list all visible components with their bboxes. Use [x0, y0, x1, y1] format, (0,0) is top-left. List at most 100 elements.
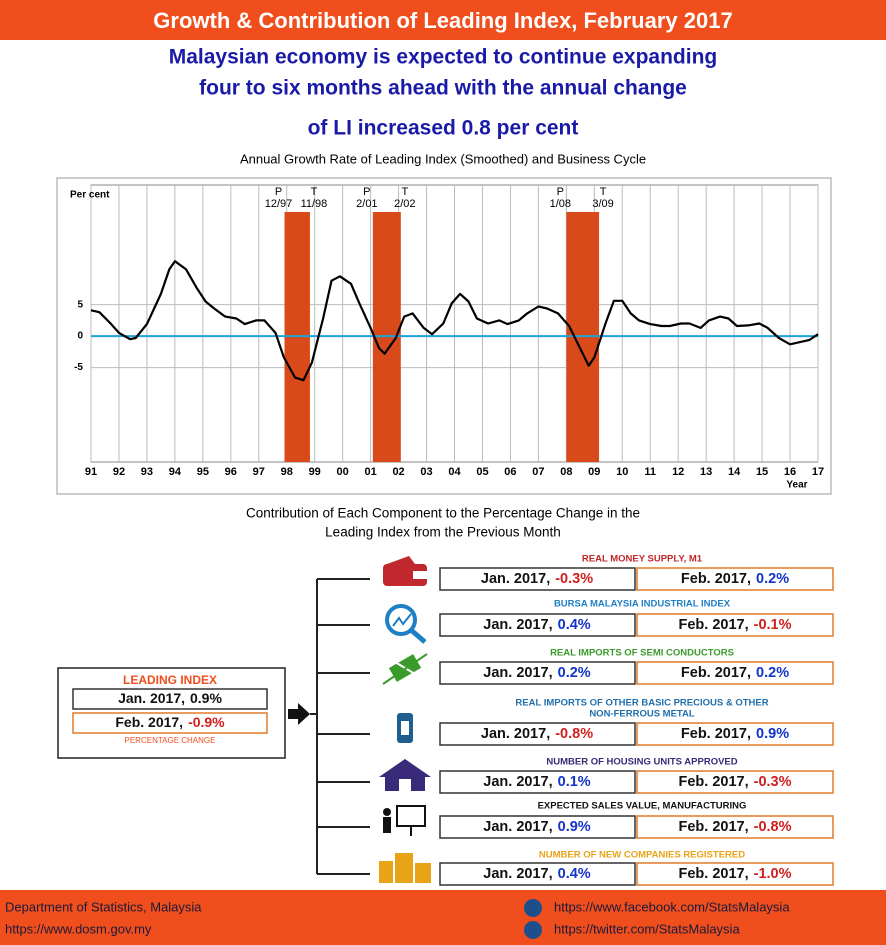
- value-text: Feb. 2017, -1.0%: [678, 866, 791, 882]
- trough-label: T: [401, 186, 408, 198]
- x-tick-label: 16: [784, 466, 796, 478]
- subtitle: four to six months ahead with the annual…: [199, 77, 687, 100]
- x-tick-label: 10: [616, 466, 628, 478]
- icon-part: [382, 653, 428, 685]
- chart-title: Annual Growth Rate of Leading Index (Smo…: [240, 151, 646, 166]
- period-value: -0.3%: [555, 571, 593, 587]
- x-tick-label: 06: [504, 466, 516, 478]
- period-value: 0.1%: [558, 774, 591, 790]
- period-label: Jan. 2017,: [483, 866, 552, 882]
- x-tick-label: 92: [113, 466, 125, 478]
- trough-label: T: [311, 186, 318, 198]
- x-tick-label: 08: [560, 466, 572, 478]
- jan-box: [439, 815, 636, 839]
- icon-part: [413, 571, 427, 579]
- x-tick-label: 03: [420, 466, 432, 478]
- x-tick-label: 15: [756, 466, 768, 478]
- arrow: [288, 703, 310, 725]
- icon-part: [409, 628, 427, 644]
- value-text: Jan. 2017, 0.9%: [118, 690, 222, 706]
- x-tick-label: 14: [728, 466, 741, 478]
- value-text: Feb. 2017, 0.2%: [681, 571, 789, 587]
- subtitle: of LI increased 0.8 per cent: [308, 117, 579, 140]
- component-name: BURSA MALAYSIA INDUSTRIAL INDEX: [554, 599, 731, 610]
- period-label: Jan. 2017,: [483, 774, 552, 790]
- period-value: -1.0%: [754, 866, 792, 882]
- x-tick-label: 05: [476, 466, 488, 478]
- data-line: [90, 260, 819, 382]
- footer-link[interactable]: https://twitter.com/StatsMalaysia: [554, 921, 740, 936]
- component-name: REAL MONEY SUPPLY, M1: [582, 554, 703, 565]
- peak-date: 1/08: [550, 198, 571, 210]
- icon-part: [392, 613, 412, 627]
- value-text: Feb. 2017, -0.8%: [678, 819, 791, 835]
- icon-part: [401, 721, 409, 735]
- period-label: Feb. 2017,: [678, 819, 748, 835]
- feb-box: [636, 567, 834, 591]
- period-value: 0.2%: [756, 571, 789, 587]
- value-text: Feb. 2017, -0.9%: [115, 714, 225, 730]
- jan-box: [439, 862, 636, 886]
- value-text: Jan. 2017, -0.3%: [481, 571, 593, 587]
- jan-box: [439, 770, 636, 794]
- x-tick-label: 13: [700, 466, 712, 478]
- period-label: Feb. 2017,: [678, 774, 748, 790]
- period-label: Jan. 2017,: [481, 726, 550, 742]
- jan-box: [439, 567, 636, 591]
- period-label: Feb. 2017,: [678, 866, 748, 882]
- icon-part: [379, 759, 431, 791]
- period-label: Jan. 2017,: [483, 819, 552, 835]
- feb-box: [636, 613, 834, 637]
- trough-label: T: [600, 186, 607, 198]
- component-name: NUMBER OF NEW COMPANIES REGISTERED: [539, 850, 745, 861]
- trough-date: 2/02: [394, 198, 415, 210]
- section-title: Contribution of Each Component to the Pe…: [246, 506, 640, 521]
- period-label: Jan. 2017,: [481, 571, 550, 587]
- component-icon: [379, 759, 431, 791]
- feb-box: [636, 722, 834, 746]
- icon-part: [399, 779, 411, 791]
- peak-label: P: [557, 186, 564, 198]
- value-text: Feb. 2017, -0.1%: [678, 617, 791, 633]
- x-tick-label: 97: [253, 466, 265, 478]
- component-icon: [379, 853, 431, 883]
- icon-part: [383, 817, 391, 833]
- period-label: Feb. 2017,: [681, 726, 751, 742]
- period-value: 0.4%: [558, 866, 591, 882]
- period-value: 0.9%: [756, 726, 789, 742]
- jan-box: [72, 688, 268, 710]
- x-tick-label: 12: [672, 466, 684, 478]
- value-text: Jan. 2017, -0.8%: [481, 726, 593, 742]
- footer-link[interactable]: https://www.facebook.com/StatsMalaysia: [554, 899, 790, 914]
- value-text: Feb. 2017, 0.2%: [681, 665, 789, 681]
- period-label: Jan. 2017,: [483, 665, 552, 681]
- period-value: 0.2%: [756, 665, 789, 681]
- component-icon: [382, 653, 428, 685]
- jan-box: [439, 613, 636, 637]
- x-tick-label: 95: [197, 466, 209, 478]
- period-value: -0.8%: [754, 819, 792, 835]
- feb-box: [636, 862, 834, 886]
- x-tick-label: 98: [281, 466, 293, 478]
- jan-box: [439, 661, 636, 685]
- component-icon: [385, 604, 427, 644]
- period-label: Feb. 2017,: [681, 571, 751, 587]
- period-label: Jan. 2017,: [118, 690, 185, 706]
- period-value: 0.9%: [190, 690, 222, 706]
- peak-date: 2/01: [356, 198, 377, 210]
- y-tick-label: 0: [77, 331, 83, 342]
- subtitle: Malaysian economy is expected to continu…: [169, 46, 717, 69]
- period-value: -0.1%: [754, 617, 792, 633]
- period-label: Jan. 2017,: [483, 617, 552, 633]
- feb-box: [72, 712, 268, 734]
- value-text: Feb. 2017, 0.9%: [681, 726, 789, 742]
- peak-label: P: [275, 186, 282, 198]
- leading-index-note: PERCENTAGE CHANGE: [125, 736, 216, 745]
- x-tick-label: 99: [309, 466, 321, 478]
- footer-bar: [0, 890, 886, 945]
- feb-box: [636, 815, 834, 839]
- value-text: Jan. 2017, 0.9%: [483, 819, 590, 835]
- component-name: NON-FERROUS METAL: [589, 709, 695, 720]
- x-tick-label: 01: [364, 466, 376, 478]
